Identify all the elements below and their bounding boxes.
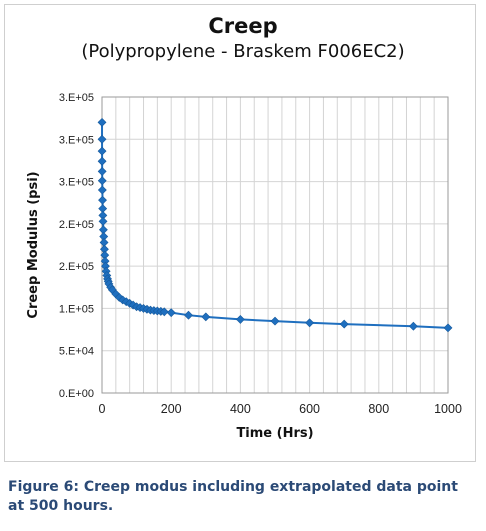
data-point bbox=[443, 323, 453, 333]
x-axis-label: Time (Hrs) bbox=[236, 426, 313, 441]
data-point bbox=[97, 156, 107, 166]
data-point bbox=[305, 318, 315, 328]
data-point bbox=[97, 134, 107, 144]
data-point bbox=[98, 195, 107, 205]
plot-area-border bbox=[101, 96, 449, 394]
x-tick-label: 400 bbox=[230, 402, 251, 416]
x-tick-label: 800 bbox=[368, 402, 389, 416]
y-tick-label: 3.E+05 bbox=[59, 92, 94, 104]
y-tick-label: 2.E+05 bbox=[59, 219, 94, 231]
series-line bbox=[101, 122, 449, 329]
y-tick-label: 3.E+05 bbox=[59, 134, 94, 146]
data-point bbox=[184, 310, 193, 320]
chart-title: Creep bbox=[208, 14, 278, 38]
y-tick-label: 1.E+05 bbox=[59, 303, 94, 315]
y-tick-label: 3.E+05 bbox=[59, 177, 94, 189]
data-point bbox=[235, 314, 245, 324]
data-point bbox=[97, 146, 107, 156]
data-point bbox=[97, 166, 107, 176]
data-point bbox=[339, 319, 349, 329]
y-tick-label: 5.E+04 bbox=[59, 346, 94, 358]
series-layer bbox=[97, 117, 453, 333]
x-tick-label: 0 bbox=[99, 402, 106, 416]
data-point bbox=[97, 176, 107, 186]
y-axis-label: Creep Modulus (psi) bbox=[26, 171, 41, 318]
x-tick-label: 600 bbox=[299, 402, 320, 416]
data-point bbox=[201, 312, 211, 322]
y-axis-ticks: 0.E+00 5.E+04 1.E+05 2.E+05 2.E+05 3.E+05 3.E+… bbox=[59, 92, 94, 400]
data-point bbox=[270, 316, 280, 326]
x-axis-ticks: 0 200 400 600 800 1000 bbox=[99, 402, 462, 416]
x-tick-label: 200 bbox=[161, 402, 182, 416]
grid bbox=[102, 96, 448, 394]
data-point bbox=[408, 321, 418, 331]
data-point bbox=[97, 117, 107, 127]
y-tick-label: 2.E+05 bbox=[59, 261, 94, 273]
x-tick-label: 1000 bbox=[434, 402, 462, 416]
figure-caption: Figure 6: Creep modus including extrapol… bbox=[8, 479, 458, 514]
data-point bbox=[98, 216, 108, 226]
data-point bbox=[159, 307, 169, 317]
y-tick-label: 0.E+00 bbox=[59, 388, 94, 400]
data-point bbox=[97, 185, 107, 195]
data-point bbox=[166, 308, 176, 318]
creep-chart: 0.E+00 5.E+04 1.E+05 2.E+05 2.E+05 3.E+05 3.E+… bbox=[26, 92, 462, 441]
chart-subtitle: (Polypropylene - Braskem F006EC2) bbox=[81, 41, 405, 62]
